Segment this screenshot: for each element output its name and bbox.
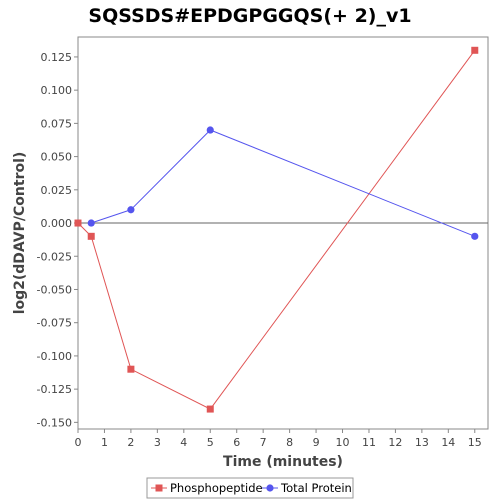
x-tick-label: 7 — [260, 436, 267, 449]
series-line-total-protein — [91, 129, 475, 237]
legend-marker-total-protein — [266, 484, 274, 492]
y-tick-label: 0.100 — [41, 84, 73, 97]
x-tick-label: 14 — [441, 436, 455, 449]
legend: Phosphopeptide Total Protein — [146, 477, 354, 499]
y-tick-label: -0.100 — [37, 350, 72, 363]
x-tick-label: 4 — [180, 436, 187, 449]
data-point-phosphopeptide — [471, 46, 479, 54]
data-point-phosphopeptide — [206, 405, 214, 413]
x-axis: 0 1 2 3 4 5 6 7 8 9 10 11 12 13 14 15 — [75, 429, 482, 449]
y-tick-label: 0.025 — [41, 184, 73, 197]
x-tick-label: 8 — [286, 436, 293, 449]
y-axis-label: log2(dDAVP/Control) — [12, 152, 28, 315]
legend-label-total-protein: Total Protein — [280, 481, 352, 495]
data-point-total-protein — [471, 232, 479, 240]
x-tick-label: 10 — [336, 436, 350, 449]
x-tick-label: 11 — [362, 436, 376, 449]
data-point-total-protein — [87, 219, 95, 227]
y-tick-label: 0.075 — [41, 117, 73, 130]
x-tick-label: 2 — [127, 436, 134, 449]
y-tick-label: -0.050 — [37, 283, 72, 296]
x-axis-label: Time (minutes) — [223, 454, 343, 470]
data-point-phosphopeptide — [74, 219, 82, 227]
y-tick-label: 0.000 — [41, 217, 73, 230]
x-tick-label: 0 — [75, 436, 82, 449]
y-tick-label: 0.050 — [41, 151, 73, 164]
x-tick-label: 9 — [313, 436, 320, 449]
series-layer — [74, 46, 479, 413]
x-tick-label: 12 — [388, 436, 402, 449]
x-tick-label: 13 — [415, 436, 429, 449]
x-tick-label: 1 — [101, 436, 108, 449]
plot-area — [77, 36, 489, 430]
data-point-phosphopeptide — [127, 365, 135, 373]
x-tick-label: 15 — [468, 436, 482, 449]
y-tick-label: -0.125 — [37, 383, 72, 396]
chart-title: SQSSDS#EPDGPGGQS(+ 2)_v1 — [88, 5, 411, 27]
x-tick-label: 3 — [154, 436, 161, 449]
data-point-total-protein — [206, 126, 214, 134]
y-axis: 0.125 0.100 0.075 0.050 0.025 0.000 -0.025 -0.0… — [37, 51, 78, 429]
y-tick-label: 0.125 — [41, 51, 73, 64]
legend-marker-phosphopeptide — [155, 484, 163, 492]
y-tick-label: -0.075 — [37, 317, 72, 330]
data-point-phosphopeptide — [87, 232, 95, 240]
y-tick-label: -0.150 — [37, 416, 72, 429]
y-tick-label: -0.025 — [37, 250, 72, 263]
x-tick-label: 5 — [207, 436, 214, 449]
legend-box — [146, 477, 354, 499]
legend-label-phosphopeptide: Phosphopeptide — [170, 481, 263, 495]
data-point-total-protein — [127, 206, 135, 214]
x-tick-label: 6 — [233, 436, 240, 449]
